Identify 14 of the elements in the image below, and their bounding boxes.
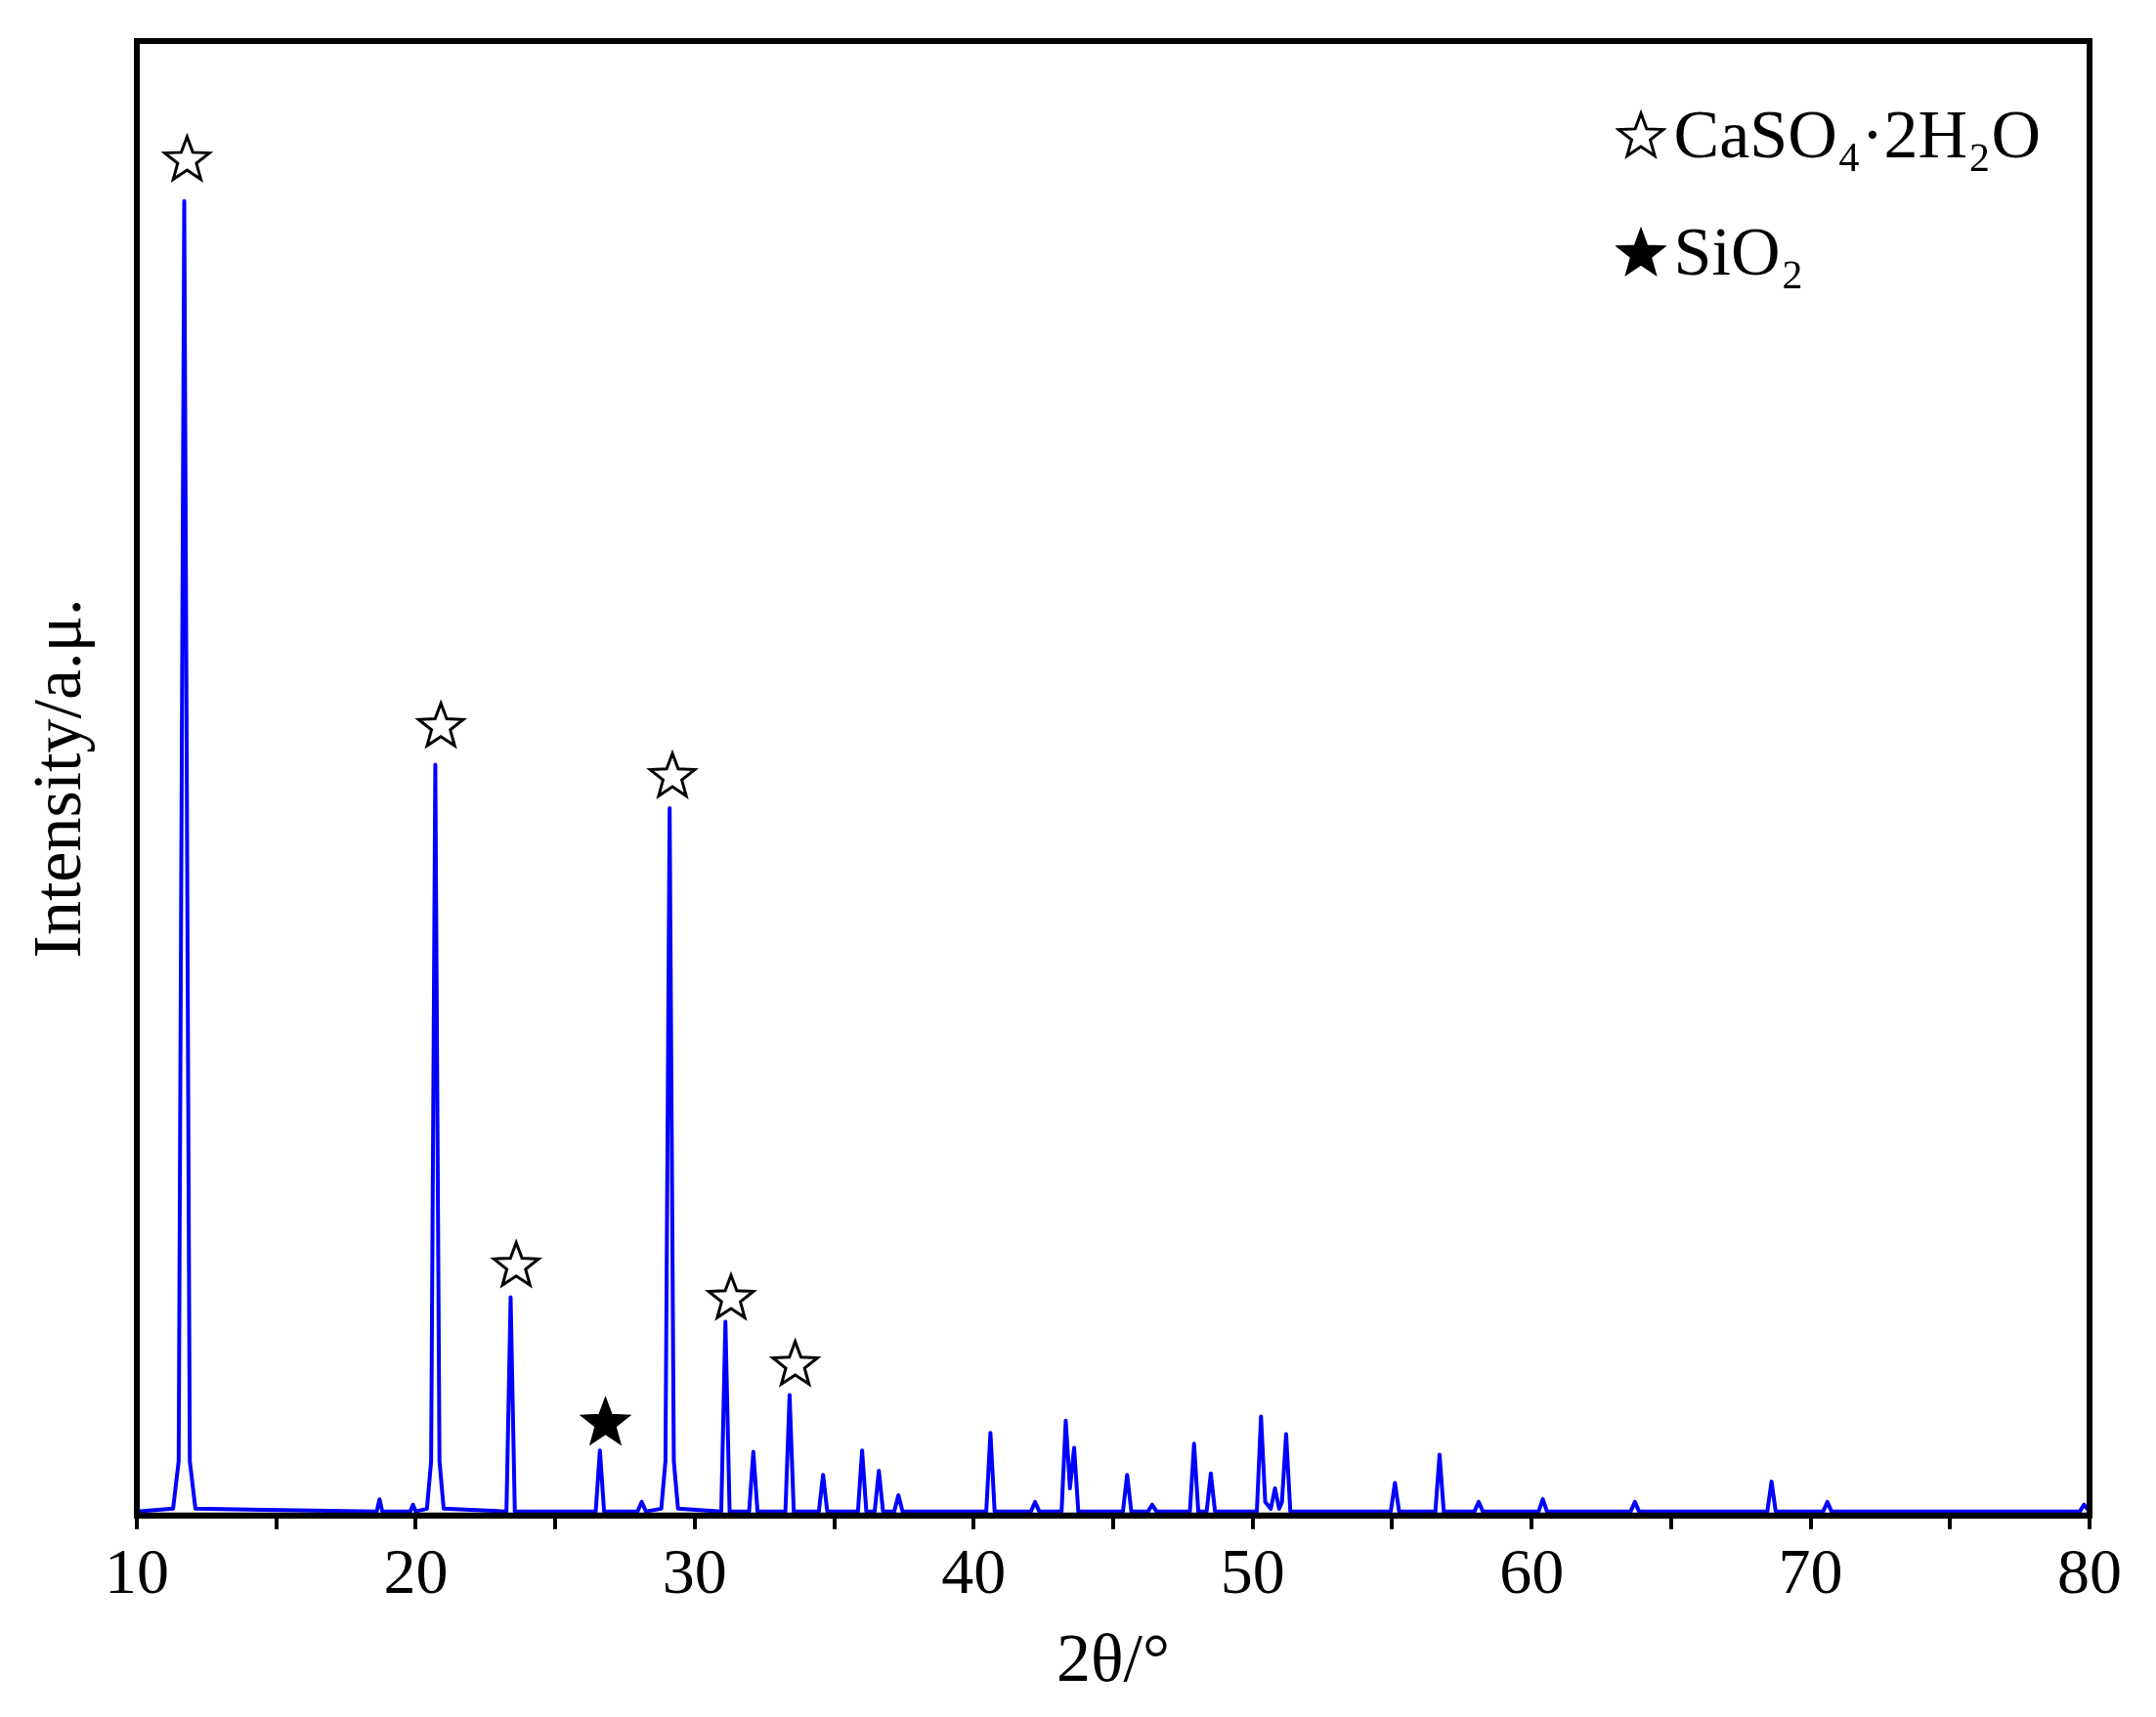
x-tick-label: 10	[105, 1534, 169, 1607]
x-tick-label: 20	[383, 1534, 449, 1607]
x-tick-label: 40	[941, 1534, 1007, 1607]
y-axis-title: Intensity/a.μ.	[20, 598, 96, 959]
x-tick-label: 50	[1220, 1534, 1285, 1607]
legend-label: SiO₂	[1673, 213, 1804, 291]
x-tick-label: 60	[1499, 1534, 1565, 1607]
point	[705, 1271, 757, 1321]
x-tick-label: 70	[1778, 1534, 1843, 1607]
point	[646, 750, 699, 799]
x-tick-label: 80	[2057, 1534, 2122, 1607]
x-axis-title: 2θ/°	[1056, 1620, 1170, 1696]
x-tick-label: 30	[662, 1534, 727, 1607]
legend-label: CaSO₄·2H₂O	[1673, 96, 2041, 174]
